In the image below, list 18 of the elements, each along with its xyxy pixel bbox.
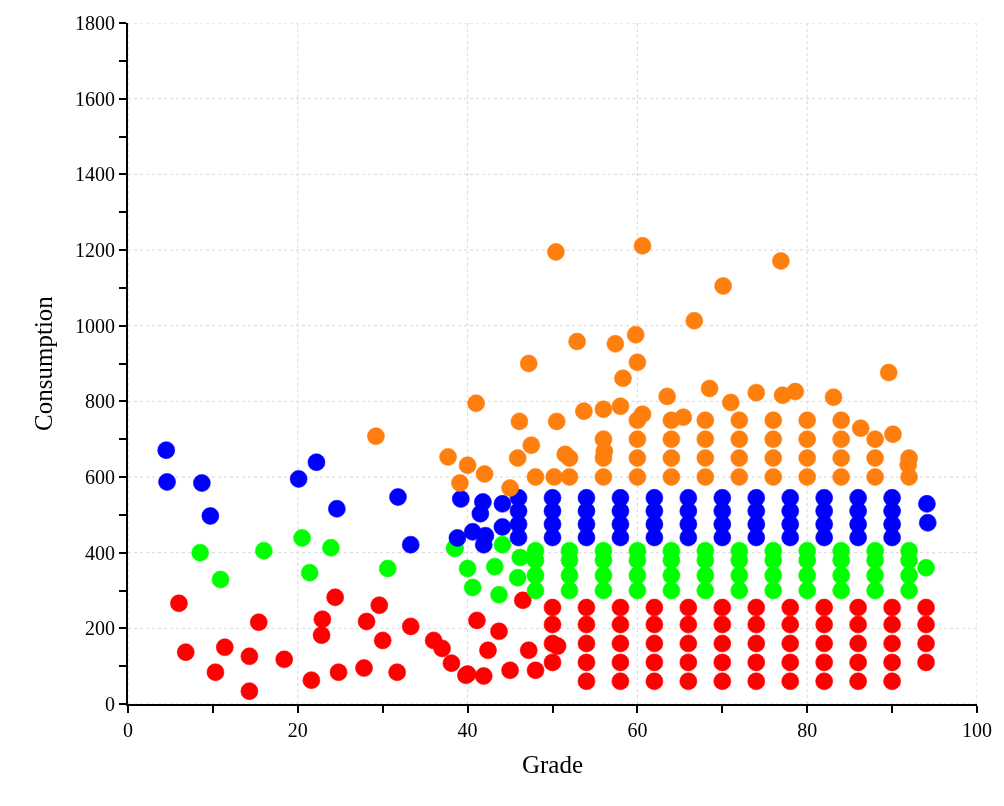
y-tick-label: 1000 xyxy=(75,314,115,337)
x-axis-title: Grade xyxy=(521,750,584,778)
y-tick-label: 1200 xyxy=(75,239,115,261)
x-tick-label: 40 xyxy=(457,719,478,741)
x-tick-label: 0 xyxy=(123,719,133,741)
y-tick-label: 800 xyxy=(85,390,115,413)
x-tick-label: 60 xyxy=(627,719,648,741)
x-tick-label: 80 xyxy=(797,719,818,741)
y-axis-title: Consumption xyxy=(30,295,58,431)
y-tick-label: 1400 xyxy=(75,163,115,186)
y-tick-label: 1600 xyxy=(75,87,115,110)
y-tick-label: 600 xyxy=(85,466,115,488)
y-tick-label: 200 xyxy=(85,617,115,640)
y-tick-label: 400 xyxy=(85,541,115,564)
y-tick-label: 1800 xyxy=(75,12,115,34)
x-tick-label: 100 xyxy=(962,719,992,741)
y-tick-label: 0 xyxy=(105,693,115,715)
x-tick-label: 20 xyxy=(287,719,308,741)
